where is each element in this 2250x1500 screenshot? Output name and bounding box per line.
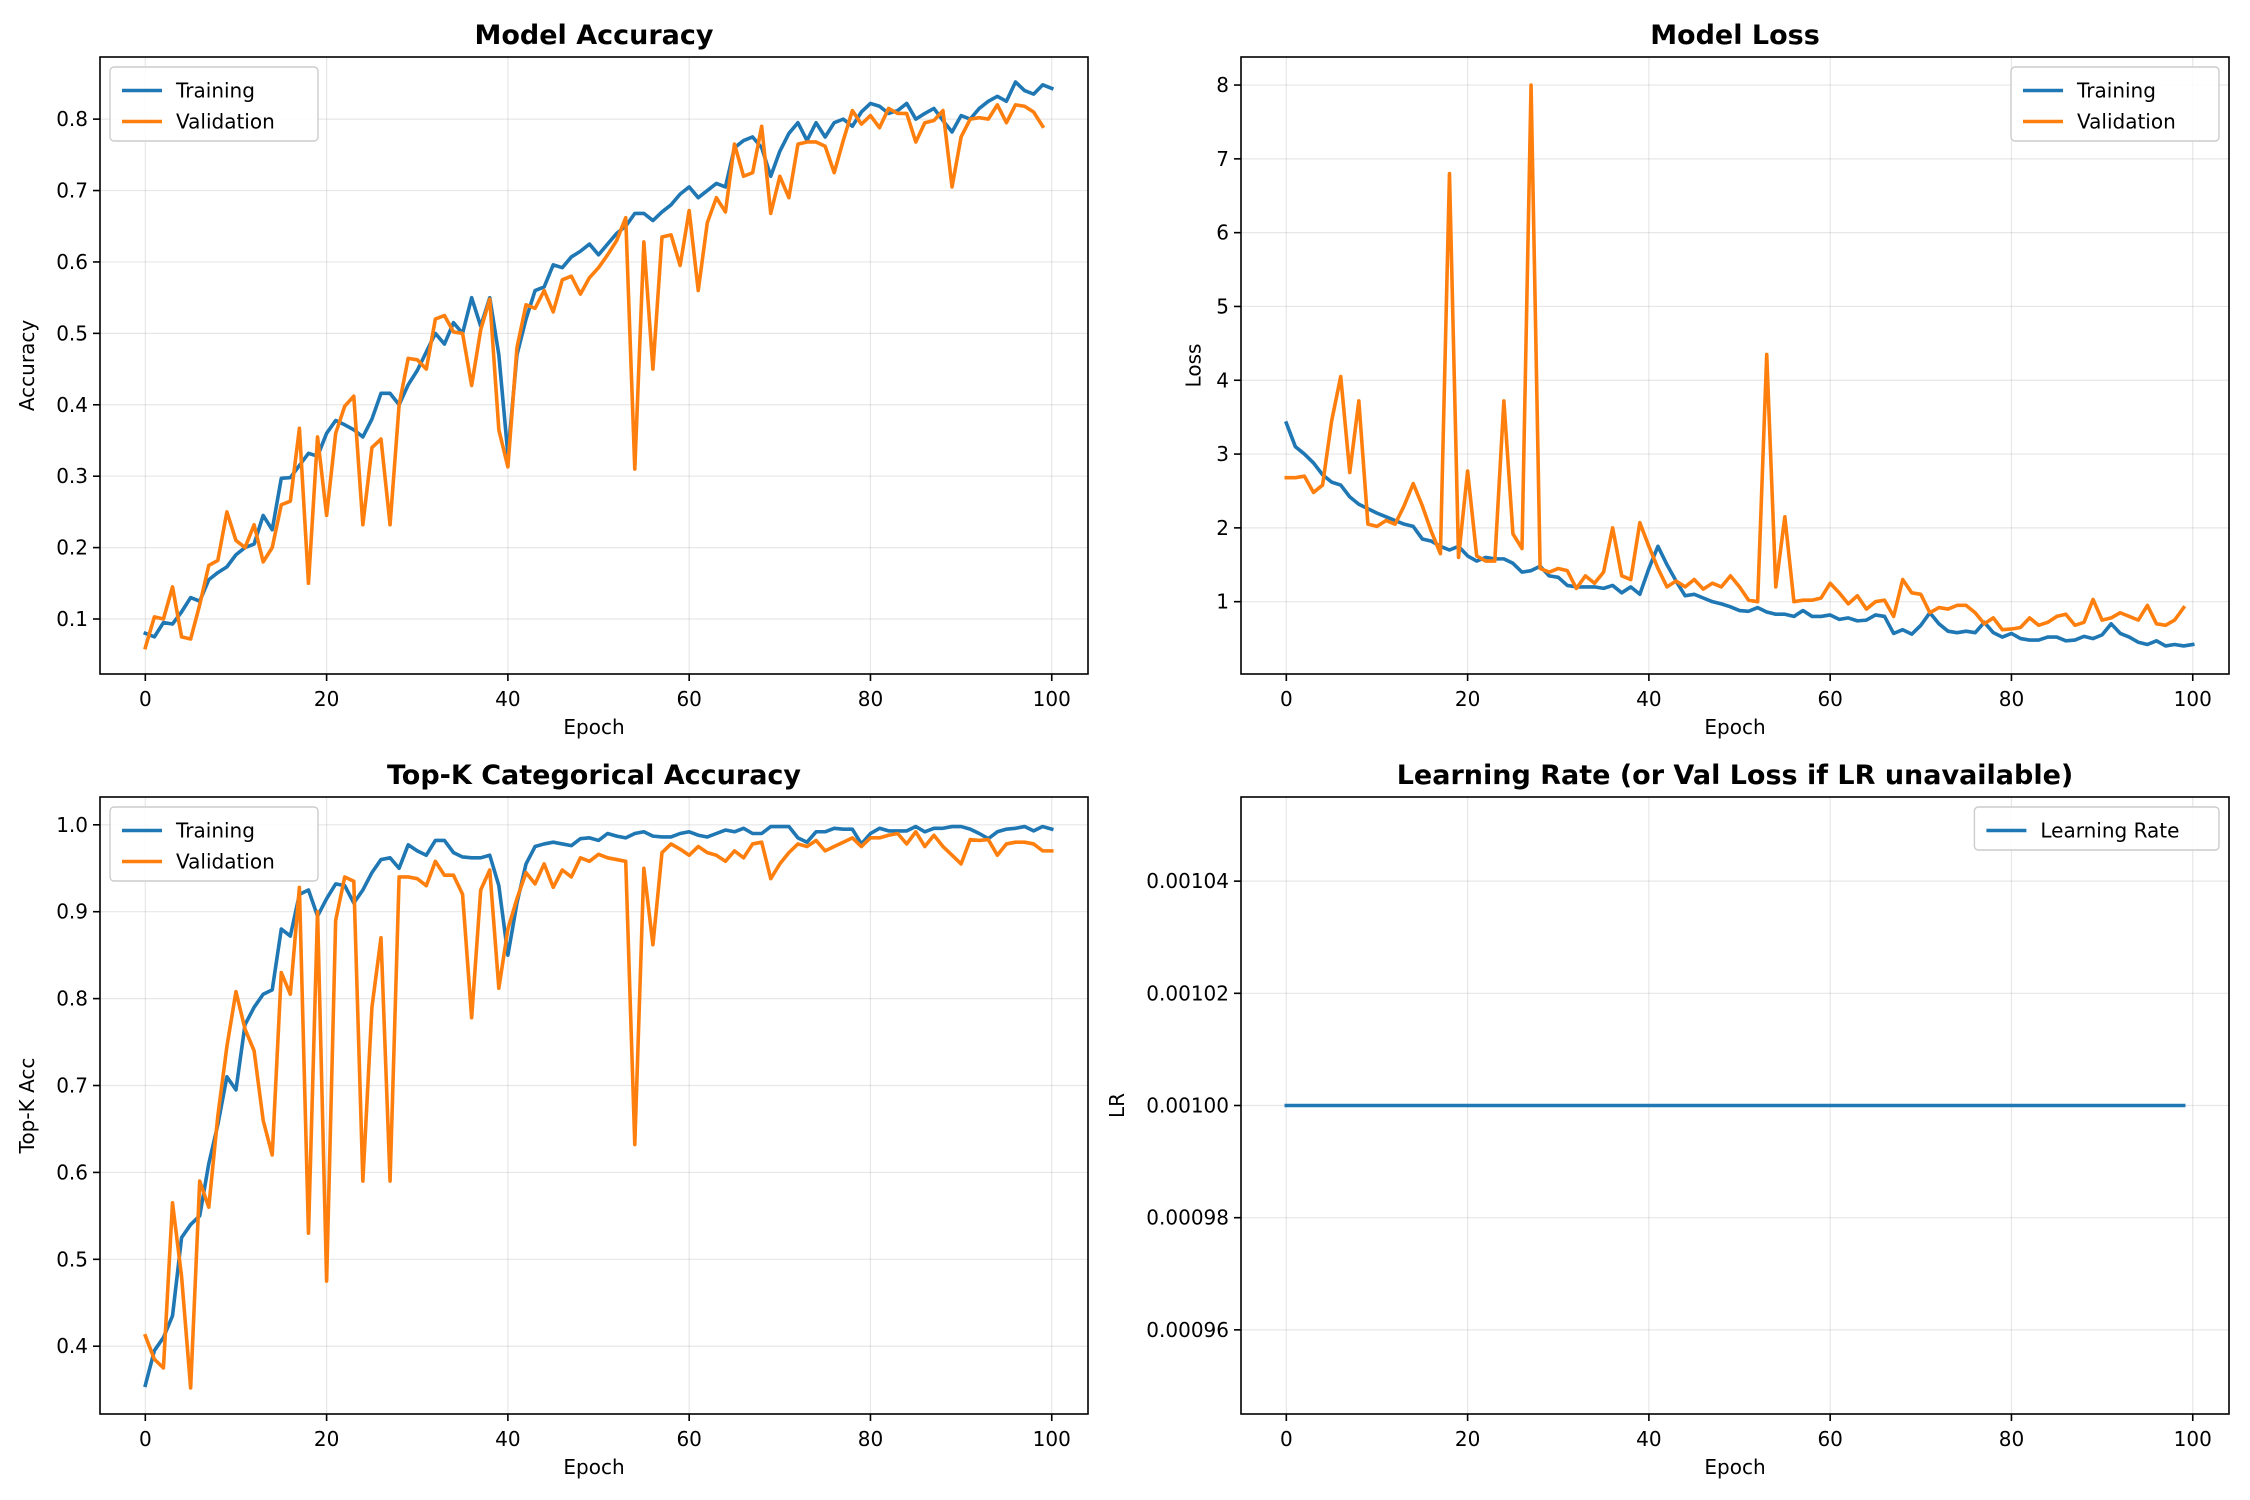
y-tick-label: 3 — [1216, 442, 1229, 466]
x-tick-label: 80 — [1999, 687, 2024, 711]
legend: Training Validation — [109, 66, 319, 142]
y-tick-label: 0.3 — [56, 464, 88, 488]
x-tick-label: 60 — [1817, 1427, 1842, 1451]
y-tick-label: 0.4 — [56, 1334, 88, 1358]
x-tick-label: 20 — [1455, 687, 1480, 711]
series-line-training — [1283, 420, 2195, 648]
x-tick-label: 60 — [676, 1427, 701, 1451]
legend-label: Validation — [2077, 110, 2176, 134]
subplot-1: 0 20 40 60 80 100 0.1 0.2 0.3 0.4 0.5 0.6 0.7 0.8 Mode… — [15, 20, 1089, 739]
subplot-3: 0 20 40 60 80 100 0.4 0.5 0.6 0.7 0.8 0.9 1.0 Top-K C… — [15, 760, 1089, 1479]
legend-label: Validation — [176, 110, 275, 134]
x-tick-label: 60 — [1817, 687, 1842, 711]
series-line-validation — [1284, 83, 2187, 632]
y-tick-label: 0.8 — [56, 107, 88, 131]
x-tick-label: 100 — [1033, 687, 1071, 711]
y-tick-label: 0.00100 — [1146, 1094, 1229, 1118]
x-tick-label: 40 — [1636, 687, 1661, 711]
chart-title: Top-K Categorical Accuracy — [387, 760, 801, 791]
x-tick-label: 0 — [139, 1427, 152, 1451]
series-line-validation — [142, 829, 1054, 1390]
legend-box — [1973, 806, 2220, 851]
y-tick-label: 2 — [1216, 516, 1229, 540]
y-tick-label: 0.5 — [56, 321, 88, 345]
legend-label: Learning Rate — [2040, 819, 2179, 843]
x-tick-label: 100 — [2174, 1427, 2212, 1451]
y-tick-label: 0.00096 — [1146, 1318, 1229, 1342]
x-tick-label: 40 — [1636, 1427, 1661, 1451]
legend-label: Training — [2076, 79, 2156, 103]
y-axis-label: Top-K Acc — [15, 1058, 39, 1155]
legend-label: Training — [175, 79, 255, 103]
y-tick-label: 0.1 — [56, 607, 88, 631]
legend: Training Validation — [109, 806, 319, 882]
x-tick-label: 20 — [314, 1427, 339, 1451]
y-tick-label: 1.0 — [56, 813, 88, 837]
axes-frame — [99, 796, 1089, 1415]
x-axis-label: Epoch — [1704, 1455, 1765, 1479]
y-tick-label: 0.00104 — [1146, 869, 1229, 893]
x-tick-label: 100 — [2174, 687, 2212, 711]
x-tick-label: 20 — [314, 687, 339, 711]
y-tick-label: 7 — [1216, 147, 1229, 171]
y-tick-label: 4 — [1216, 368, 1229, 392]
y-tick-label: 1 — [1216, 590, 1229, 614]
chart-title: Model Accuracy — [475, 20, 714, 51]
x-axis-label: Epoch — [1704, 715, 1765, 739]
subplot-4: 0 20 40 60 80 100 0.00096 0.00098 0.00100 0.00102… — [1105, 760, 2230, 1479]
x-tick-label: 0 — [1280, 1427, 1293, 1451]
y-tick-label: 0.7 — [56, 1074, 88, 1098]
y-tick-label: 0.6 — [56, 250, 88, 274]
x-tick-label: 80 — [1999, 1427, 2024, 1451]
chart-title: Model Loss — [1650, 20, 1820, 51]
chart-title: Learning Rate (or Val Loss if LR unavail… — [1397, 760, 2074, 791]
y-tick-label: 0.4 — [56, 393, 88, 417]
y-tick-label: 0.00098 — [1146, 1206, 1229, 1230]
y-tick-label: 5 — [1216, 294, 1229, 318]
y-tick-label: 6 — [1216, 221, 1229, 245]
x-tick-label: 100 — [1033, 1427, 1071, 1451]
x-axis-label: Epoch — [563, 1455, 624, 1479]
y-axis-label: LR — [1105, 1093, 1129, 1118]
y-tick-label: 0.2 — [56, 536, 88, 560]
legend-label: Training — [175, 819, 255, 843]
legend: Learning Rate — [1973, 806, 2220, 851]
series-line-training — [142, 80, 1055, 639]
y-axis-label: Loss — [1181, 344, 1205, 388]
y-tick-label: 0.8 — [56, 987, 88, 1011]
x-tick-label: 20 — [1455, 1427, 1480, 1451]
legend-label: Validation — [176, 850, 275, 874]
series-line-validation — [143, 103, 1046, 650]
series-line-training — [143, 824, 1054, 1388]
y-tick-label: 0.5 — [56, 1247, 88, 1271]
axes-frame — [1240, 56, 2230, 675]
x-axis-label: Epoch — [563, 715, 624, 739]
y-tick-label: 0.9 — [56, 900, 88, 924]
y-tick-label: 0.7 — [56, 179, 88, 203]
x-tick-label: 0 — [1280, 687, 1293, 711]
x-tick-label: 40 — [495, 687, 520, 711]
y-tick-label: 8 — [1216, 73, 1229, 97]
x-tick-label: 40 — [495, 1427, 520, 1451]
y-tick-label: 0.00102 — [1146, 981, 1229, 1005]
x-tick-label: 80 — [858, 1427, 883, 1451]
legend: Training Validation — [2010, 66, 2220, 142]
x-tick-label: 60 — [676, 687, 701, 711]
subplot-2: 0 20 40 60 80 100 1 2 3 4 5 6 7 8 Model Loss Epoch Loss T… — [1181, 20, 2230, 739]
x-tick-label: 80 — [858, 687, 883, 711]
y-axis-label: Accuracy — [15, 320, 39, 411]
y-tick-label: 0.6 — [56, 1160, 88, 1184]
x-tick-label: 0 — [139, 687, 152, 711]
axes-frame — [99, 56, 1089, 675]
